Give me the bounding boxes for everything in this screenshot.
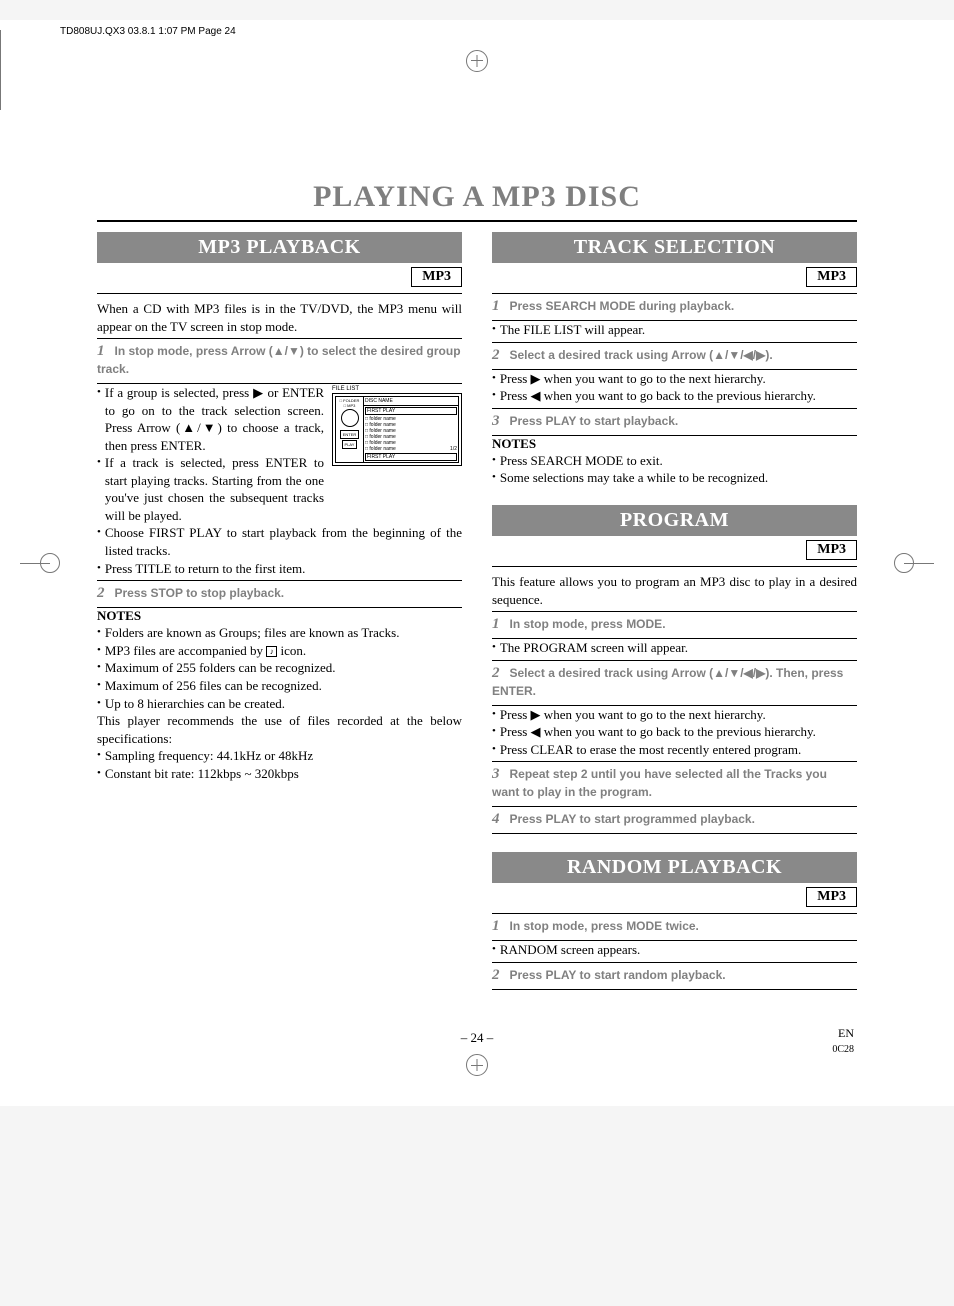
step: 2 Press PLAY to start random playback. (492, 966, 857, 986)
step-number: 2 (97, 585, 105, 601)
rule (97, 293, 462, 294)
page-title: PLAYING A MP3 DISC (97, 180, 857, 214)
print-header: TD808UJ.QX3 03.8.1 1:07 PM Page 24 (60, 26, 236, 37)
bullet: Maximum of 255 folders can be recognized… (97, 659, 462, 677)
bullet: MP3 files are accompanied by ♪ icon. (97, 642, 462, 660)
step: 3 Press PLAY to start playback. (492, 412, 857, 432)
rule (492, 962, 857, 963)
step-number: 2 (492, 967, 500, 983)
bullet: If a track is selected, press ENTER to s… (97, 454, 324, 524)
footer-code: EN 0C28 (832, 1026, 854, 1056)
notes-heading: NOTES (492, 436, 857, 452)
step: 1 Press SEARCH MODE during playback. (492, 297, 857, 317)
step-text: Select a desired track using Arrow (▲/▼/… (510, 348, 773, 362)
step-number: 1 (97, 343, 105, 359)
step-text: Press PLAY to start random playback. (510, 968, 726, 982)
bullet: Press ◀ when you want to go back to the … (492, 723, 857, 741)
step: 2 Select a desired track using Arrow (▲/… (492, 664, 857, 702)
step-text: Repeat step 2 until you have selected al… (492, 767, 827, 799)
spec-intro: This player recommends the use of files … (97, 712, 462, 747)
rule (492, 293, 857, 294)
intro-text: This feature allows you to program an MP… (492, 573, 857, 608)
rule (492, 913, 857, 914)
crop-mark (40, 553, 60, 573)
step: 1 In stop mode, press MODE twice. (492, 917, 857, 937)
step: 1 In stop mode, press Arrow (▲/▼) to sel… (97, 342, 462, 380)
step-text: In stop mode, press Arrow (▲/▼) to selec… (97, 344, 461, 376)
rule (492, 611, 857, 612)
rule (492, 989, 857, 990)
step-text: In stop mode, press MODE twice. (510, 919, 699, 933)
step-number: 3 (492, 766, 500, 782)
mp3-file-icon: ♪ (266, 646, 277, 657)
bullet: Press ▶ when you want to go to the next … (492, 370, 857, 388)
crop-mark (894, 553, 914, 573)
crop-mark (477, 1059, 478, 1071)
bullet: Press SEARCH MODE to exit. (492, 452, 857, 470)
file-list-diagram: FILE LIST □ FOLDER □ MP3 ENTER PLAY DISC… (332, 386, 462, 466)
diagram-title: FILE LIST (332, 386, 462, 392)
rule (492, 660, 857, 661)
bullet: The PROGRAM screen will appear. (492, 639, 857, 657)
step-text: Press SEARCH MODE during playback. (510, 299, 735, 313)
step-text: In stop mode, press MODE. (510, 617, 666, 631)
step-number: 1 (492, 616, 500, 632)
step-text: Select a desired track using Arrow (▲/▼/… (492, 666, 843, 698)
mp3-badge: MP3 (411, 267, 462, 287)
intro-text: When a CD with MP3 files is in the TV/DV… (97, 300, 462, 335)
rule (492, 566, 857, 567)
left-column: MP3 PLAYBACK MP3 When a CD with MP3 file… (97, 232, 462, 990)
mp3-badge: MP3 (806, 267, 857, 287)
rule (97, 220, 857, 222)
bullet: Some selections may take a while to be r… (492, 469, 857, 487)
step: 1 In stop mode, press MODE. (492, 615, 857, 635)
page-number: – 24 – (97, 1030, 857, 1046)
step-text: Press PLAY to start playback. (510, 414, 679, 428)
step: 2 Select a desired track using Arrow (▲/… (492, 346, 857, 366)
bullet: Folders are known as Groups; files are k… (97, 624, 462, 642)
step: 3 Repeat step 2 until you have selected … (492, 765, 857, 803)
bullet: Choose FIRST PLAY to start playback from… (97, 524, 462, 559)
step-number: 2 (492, 347, 500, 363)
mp3-badge: MP3 (806, 887, 857, 907)
bullet: If a group is selected, press ▶ or ENTER… (97, 384, 324, 454)
mp3-badge: MP3 (806, 540, 857, 560)
rule (492, 342, 857, 343)
crop-mark (477, 55, 478, 67)
rule (97, 338, 462, 339)
bullet: The FILE LIST will appear. (492, 321, 857, 339)
step: 4 Press PLAY to start programmed playbac… (492, 810, 857, 830)
bullet: RANDOM screen appears. (492, 941, 857, 959)
bullet: Sampling frequency: 44.1kHz or 48kHz (97, 747, 462, 765)
section-heading-mp3-playback: MP3 PLAYBACK (97, 232, 462, 263)
section-heading-random-playback: RANDOM PLAYBACK (492, 852, 857, 883)
step-number: 3 (492, 413, 500, 429)
rule (492, 806, 857, 807)
step-text: Press PLAY to start programmed playback. (510, 812, 755, 826)
rule (97, 580, 462, 581)
step-number: 1 (492, 298, 500, 314)
crop-mark (0, 70, 1, 110)
bullet: Press TITLE to return to the first item. (97, 560, 462, 578)
bullet: Press ▶ when you want to go to the next … (492, 706, 857, 724)
step-number: 4 (492, 811, 500, 827)
bullet: Maximum of 256 files can be recognized. (97, 677, 462, 695)
notes-heading: NOTES (97, 608, 462, 624)
step-number: 1 (492, 918, 500, 934)
rule (492, 761, 857, 762)
right-column: TRACK SELECTION MP3 1 Press SEARCH MODE … (492, 232, 857, 990)
step: 2 Press STOP to stop playback. (97, 584, 462, 604)
bullet: Press ◀ when you want to go back to the … (492, 387, 857, 405)
step-text: Press STOP to stop playback. (115, 586, 285, 600)
bullet: Constant bit rate: 112kbps ~ 320kbps (97, 765, 462, 783)
step-number: 2 (492, 665, 500, 681)
section-heading-program: PROGRAM (492, 505, 857, 536)
section-heading-track-selection: TRACK SELECTION (492, 232, 857, 263)
crop-mark (0, 30, 1, 70)
bullet: Up to 8 hierarchies can be created. (97, 695, 462, 713)
rule (492, 408, 857, 409)
bullet: Press CLEAR to erase the most recently e… (492, 741, 857, 759)
